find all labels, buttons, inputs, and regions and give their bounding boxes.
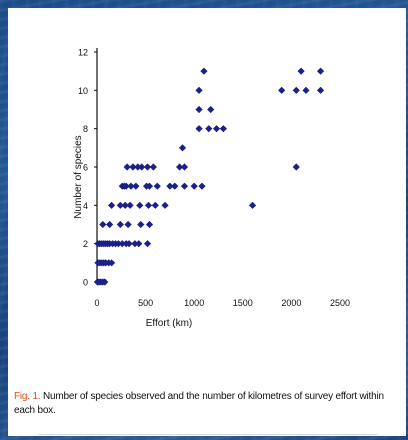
data-point <box>136 201 144 209</box>
y-tick-label: 4 <box>83 201 88 211</box>
data-point <box>205 125 213 133</box>
data-point <box>149 163 157 171</box>
data-point <box>127 182 135 190</box>
data-point <box>248 201 257 209</box>
divider <box>38 434 378 435</box>
data-point <box>219 125 227 133</box>
data-point <box>132 182 140 190</box>
data-point <box>129 163 137 171</box>
data-point <box>145 182 154 190</box>
x-tick-label: 2000 <box>281 298 301 308</box>
figure-panel: 0 2 4 6 8 10 12 0 500 1000 1500 2000 2500 Effort (km… <box>8 8 406 436</box>
data-point <box>99 220 107 229</box>
data-point <box>122 182 130 190</box>
chart: 0 2 4 6 8 10 12 0 500 1000 1500 2000 2500 Effort (km… <box>26 32 381 352</box>
data-point <box>114 240 122 248</box>
data-point <box>278 86 286 94</box>
data-point <box>316 67 325 75</box>
y-axis-label: Number of species <box>73 135 84 218</box>
data-point <box>135 240 143 248</box>
y-tick-label: 0 <box>83 278 88 288</box>
data-point <box>143 240 152 248</box>
y-tick-label: 2 <box>83 239 88 249</box>
data-point <box>198 182 206 190</box>
data-point <box>131 240 139 248</box>
x-tick-label: 1500 <box>233 298 253 308</box>
figure-caption: Fig. 1. Number of species observed and t… <box>14 390 406 418</box>
data-point <box>116 201 124 209</box>
y-tick-label: 10 <box>78 86 88 96</box>
data-point <box>161 201 169 209</box>
data-point <box>171 182 179 190</box>
data-point <box>176 163 184 171</box>
data-point <box>151 201 159 209</box>
data-point <box>106 220 114 229</box>
data-point <box>292 163 300 171</box>
data-point <box>302 86 310 94</box>
data-point <box>145 220 154 229</box>
caption-text: Number of species observed and the numbe… <box>14 391 384 416</box>
x-tick-label: 2500 <box>330 298 350 308</box>
data-point <box>297 67 305 75</box>
data-point <box>125 240 133 248</box>
data-point <box>190 182 198 190</box>
data-point <box>195 86 203 94</box>
y-tick-label: 8 <box>83 124 88 134</box>
data-point <box>107 201 116 209</box>
data-point <box>195 105 203 114</box>
data-point <box>180 182 189 190</box>
data-point <box>144 201 153 209</box>
data-point <box>143 163 152 171</box>
data-point <box>178 144 187 152</box>
data-point <box>212 125 221 133</box>
x-tick-label: 1000 <box>184 298 204 308</box>
data-point <box>180 163 189 171</box>
data-point <box>292 86 300 94</box>
y-tick-label: 12 <box>78 48 88 58</box>
x-tick-label: 500 <box>138 298 153 308</box>
data-point <box>118 240 126 248</box>
data-point <box>200 67 208 75</box>
x-tick-label: 0 <box>94 298 99 308</box>
scatter-plot: 0 2 4 6 8 10 12 0 500 1000 1500 2000 2500 Effort (km… <box>73 48 350 330</box>
data-point <box>137 220 145 229</box>
y-tick-label: 6 <box>83 163 88 173</box>
x-axis-label: Effort (km) <box>146 318 192 329</box>
data-point <box>101 278 109 286</box>
data-point <box>134 163 142 171</box>
data-point <box>138 163 146 171</box>
data-point <box>207 105 215 114</box>
data-point <box>126 201 134 209</box>
caption-label: Fig. 1. <box>14 391 41 402</box>
data-point <box>166 182 174 190</box>
data-point <box>123 163 131 171</box>
data-point <box>153 182 161 190</box>
data-point <box>316 86 325 94</box>
data-point <box>116 220 124 229</box>
data-point <box>195 125 203 133</box>
data-point <box>124 220 132 229</box>
data-point <box>121 201 129 209</box>
